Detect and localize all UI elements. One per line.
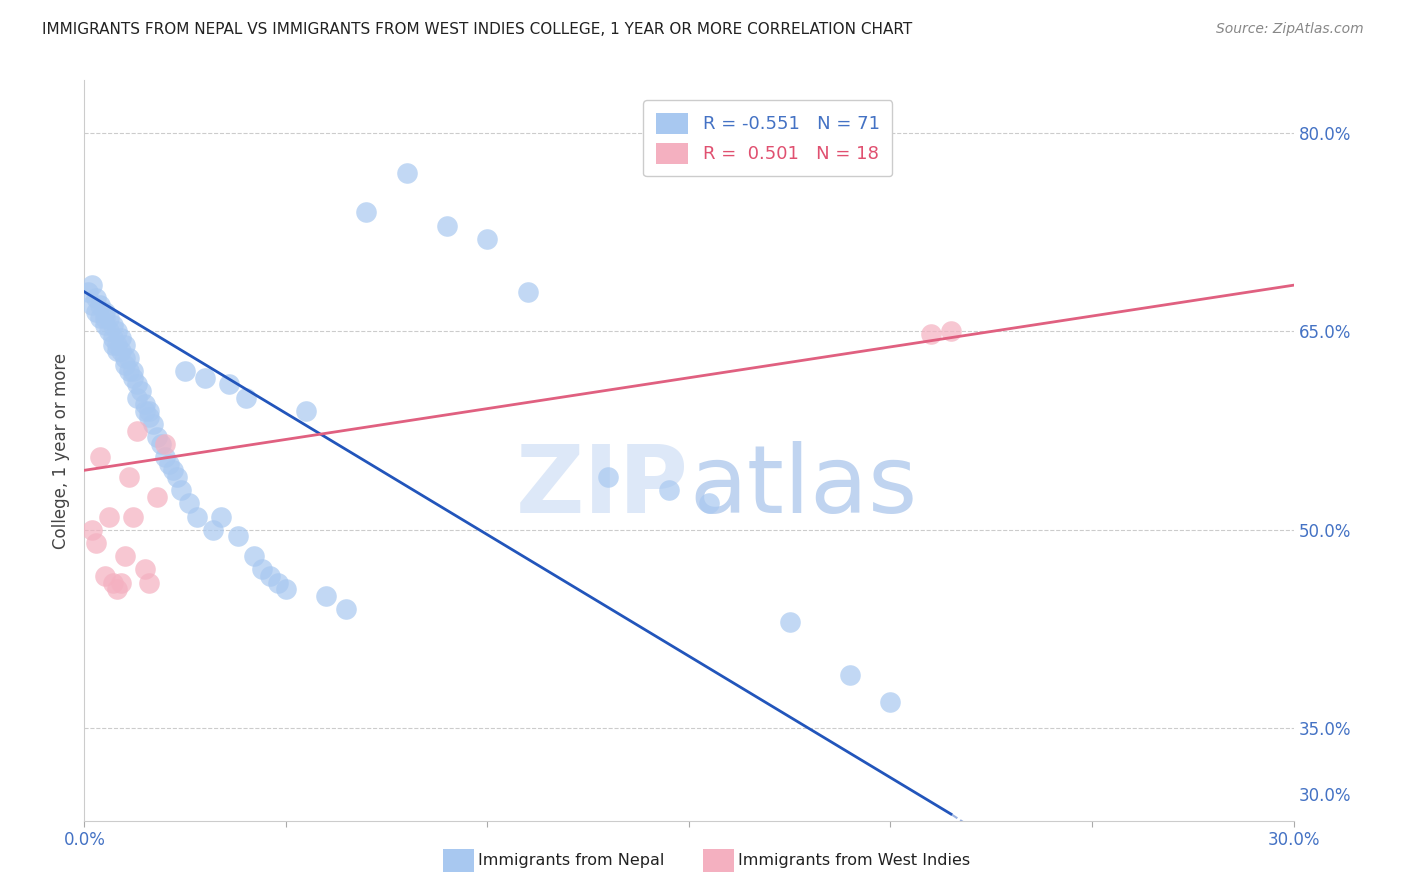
Point bbox=[118, 364, 141, 378]
Point bbox=[138, 410, 160, 425]
Point bbox=[939, 827, 962, 841]
Point bbox=[146, 490, 169, 504]
Point bbox=[114, 358, 136, 372]
Point bbox=[134, 562, 156, 576]
Point bbox=[86, 292, 108, 306]
Point bbox=[598, 470, 620, 484]
Text: Source: ZipAtlas.com: Source: ZipAtlas.com bbox=[1216, 22, 1364, 37]
Point bbox=[134, 397, 156, 411]
Text: ZIP: ZIP bbox=[516, 442, 689, 533]
Point bbox=[93, 318, 115, 332]
Point bbox=[93, 304, 115, 318]
Legend: R = -0.551   N = 71, R =  0.501   N = 18: R = -0.551 N = 71, R = 0.501 N = 18 bbox=[643, 101, 893, 177]
Point bbox=[105, 337, 128, 351]
Point bbox=[149, 437, 172, 451]
Point bbox=[274, 582, 297, 597]
Point bbox=[209, 509, 232, 524]
Point bbox=[125, 391, 148, 405]
Point bbox=[110, 575, 132, 590]
Text: Immigrants from Nepal: Immigrants from Nepal bbox=[478, 854, 665, 868]
Point bbox=[697, 496, 720, 510]
Point bbox=[162, 463, 184, 477]
Point bbox=[110, 331, 132, 345]
Text: IMMIGRANTS FROM NEPAL VS IMMIGRANTS FROM WEST INDIES COLLEGE, 1 YEAR OR MORE COR: IMMIGRANTS FROM NEPAL VS IMMIGRANTS FROM… bbox=[42, 22, 912, 37]
Point bbox=[153, 450, 176, 464]
Point bbox=[395, 166, 418, 180]
Point bbox=[295, 404, 318, 418]
Point bbox=[125, 424, 148, 438]
Point bbox=[86, 304, 108, 318]
Point bbox=[86, 536, 108, 550]
Point bbox=[101, 331, 124, 345]
Point bbox=[194, 370, 217, 384]
Point bbox=[118, 470, 141, 484]
Point bbox=[82, 523, 104, 537]
Point bbox=[77, 285, 100, 299]
Point bbox=[114, 351, 136, 365]
Point bbox=[121, 370, 143, 384]
Point bbox=[134, 404, 156, 418]
Point bbox=[335, 602, 357, 616]
Point bbox=[920, 327, 942, 342]
Point bbox=[93, 311, 115, 326]
Point bbox=[138, 575, 160, 590]
Point bbox=[93, 569, 115, 583]
Point bbox=[250, 562, 273, 576]
Point bbox=[89, 311, 111, 326]
Point bbox=[97, 325, 120, 339]
Point bbox=[146, 430, 169, 444]
Point bbox=[356, 205, 378, 219]
Point bbox=[218, 377, 240, 392]
Point bbox=[82, 298, 104, 312]
Point bbox=[779, 615, 801, 630]
Point bbox=[101, 318, 124, 332]
Point bbox=[89, 298, 111, 312]
Point bbox=[315, 589, 337, 603]
Text: Immigrants from West Indies: Immigrants from West Indies bbox=[738, 854, 970, 868]
Point bbox=[105, 582, 128, 597]
Point bbox=[235, 391, 257, 405]
Point bbox=[202, 523, 225, 537]
Point bbox=[121, 509, 143, 524]
Point bbox=[242, 549, 264, 564]
Point bbox=[101, 337, 124, 351]
Point bbox=[516, 285, 538, 299]
Point bbox=[939, 325, 962, 339]
Point bbox=[142, 417, 165, 431]
Point bbox=[114, 549, 136, 564]
Point bbox=[114, 337, 136, 351]
Point bbox=[138, 404, 160, 418]
Y-axis label: College, 1 year or more: College, 1 year or more bbox=[52, 352, 70, 549]
Point bbox=[82, 278, 104, 293]
Point bbox=[97, 311, 120, 326]
Point bbox=[121, 364, 143, 378]
Point bbox=[101, 575, 124, 590]
Point bbox=[477, 232, 499, 246]
Point bbox=[153, 437, 176, 451]
Point bbox=[118, 351, 141, 365]
Point bbox=[186, 509, 208, 524]
Text: atlas: atlas bbox=[689, 442, 917, 533]
Point bbox=[89, 450, 111, 464]
Point bbox=[879, 695, 901, 709]
Point bbox=[110, 344, 132, 359]
Point bbox=[174, 364, 197, 378]
Point bbox=[105, 344, 128, 359]
Point bbox=[267, 575, 290, 590]
Point bbox=[170, 483, 193, 497]
Point bbox=[105, 325, 128, 339]
Point bbox=[436, 219, 458, 233]
Point bbox=[166, 470, 188, 484]
Point bbox=[157, 457, 180, 471]
Point bbox=[125, 377, 148, 392]
Point bbox=[259, 569, 281, 583]
Point bbox=[658, 483, 681, 497]
Point bbox=[97, 509, 120, 524]
Point bbox=[226, 529, 249, 543]
Point bbox=[179, 496, 201, 510]
Point bbox=[839, 668, 862, 682]
Point bbox=[129, 384, 152, 398]
